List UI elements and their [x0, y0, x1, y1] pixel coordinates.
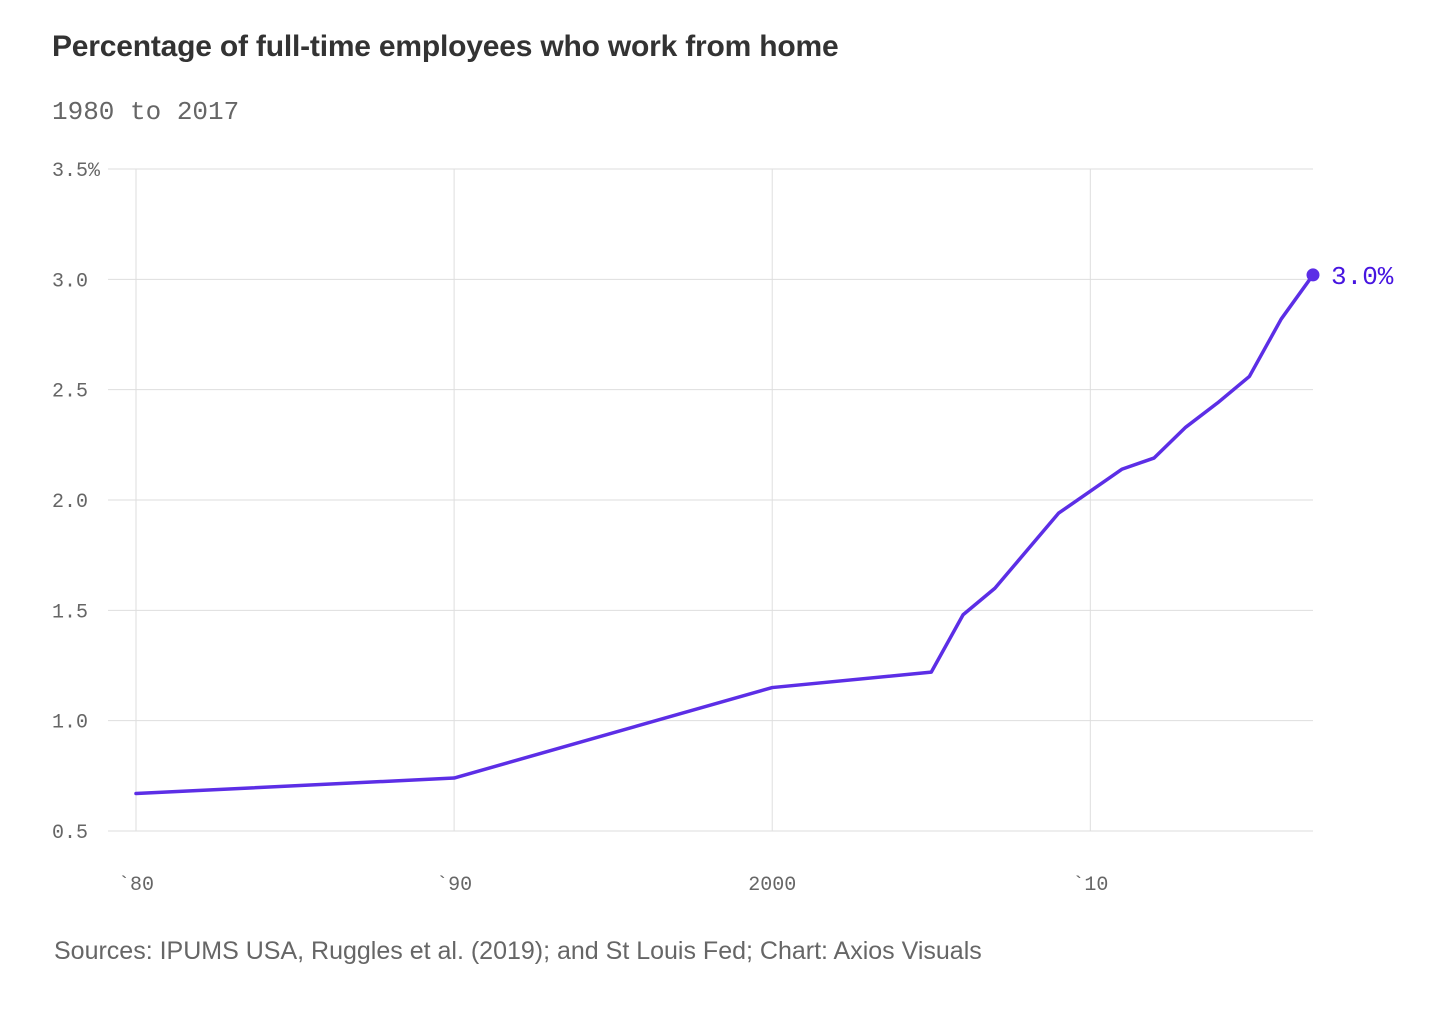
end-point-marker	[1306, 268, 1320, 282]
y-tick-label: 2.0	[52, 491, 88, 514]
x-tick-label: `10	[1072, 874, 1108, 897]
y-tick-label: 3.0	[52, 270, 88, 293]
series-layer: 3.0%	[134, 262, 1394, 796]
y-axis-tick-labels: 0.5 1.0 1.5 2.0 2.5 3.0 3.5%	[52, 160, 101, 845]
x-axis-tick-labels: `80 `90 2000 `10	[118, 874, 1108, 897]
x-tick-label: `80	[118, 874, 154, 897]
x-tick-label: 2000	[748, 874, 796, 897]
y-tick-label: 3.5%	[52, 160, 101, 183]
y-tick-label: 2.5	[52, 381, 88, 404]
chart-source: Sources: IPUMS USA, Ruggles et al. (2019…	[54, 937, 982, 965]
end-value-label: 3.0%	[1331, 262, 1394, 292]
y-tick-label: 1.0	[52, 712, 88, 735]
chart-subtitle: 1980 to 2017	[52, 97, 240, 127]
y-tick-label: 0.5	[52, 822, 88, 845]
chart-title: Percentage of full-time employees who wo…	[52, 30, 839, 63]
y-tick-label: 1.5	[52, 601, 88, 624]
x-tick-label: `90	[436, 874, 472, 897]
series-line	[134, 273, 1315, 796]
gridlines	[108, 168, 1313, 832]
